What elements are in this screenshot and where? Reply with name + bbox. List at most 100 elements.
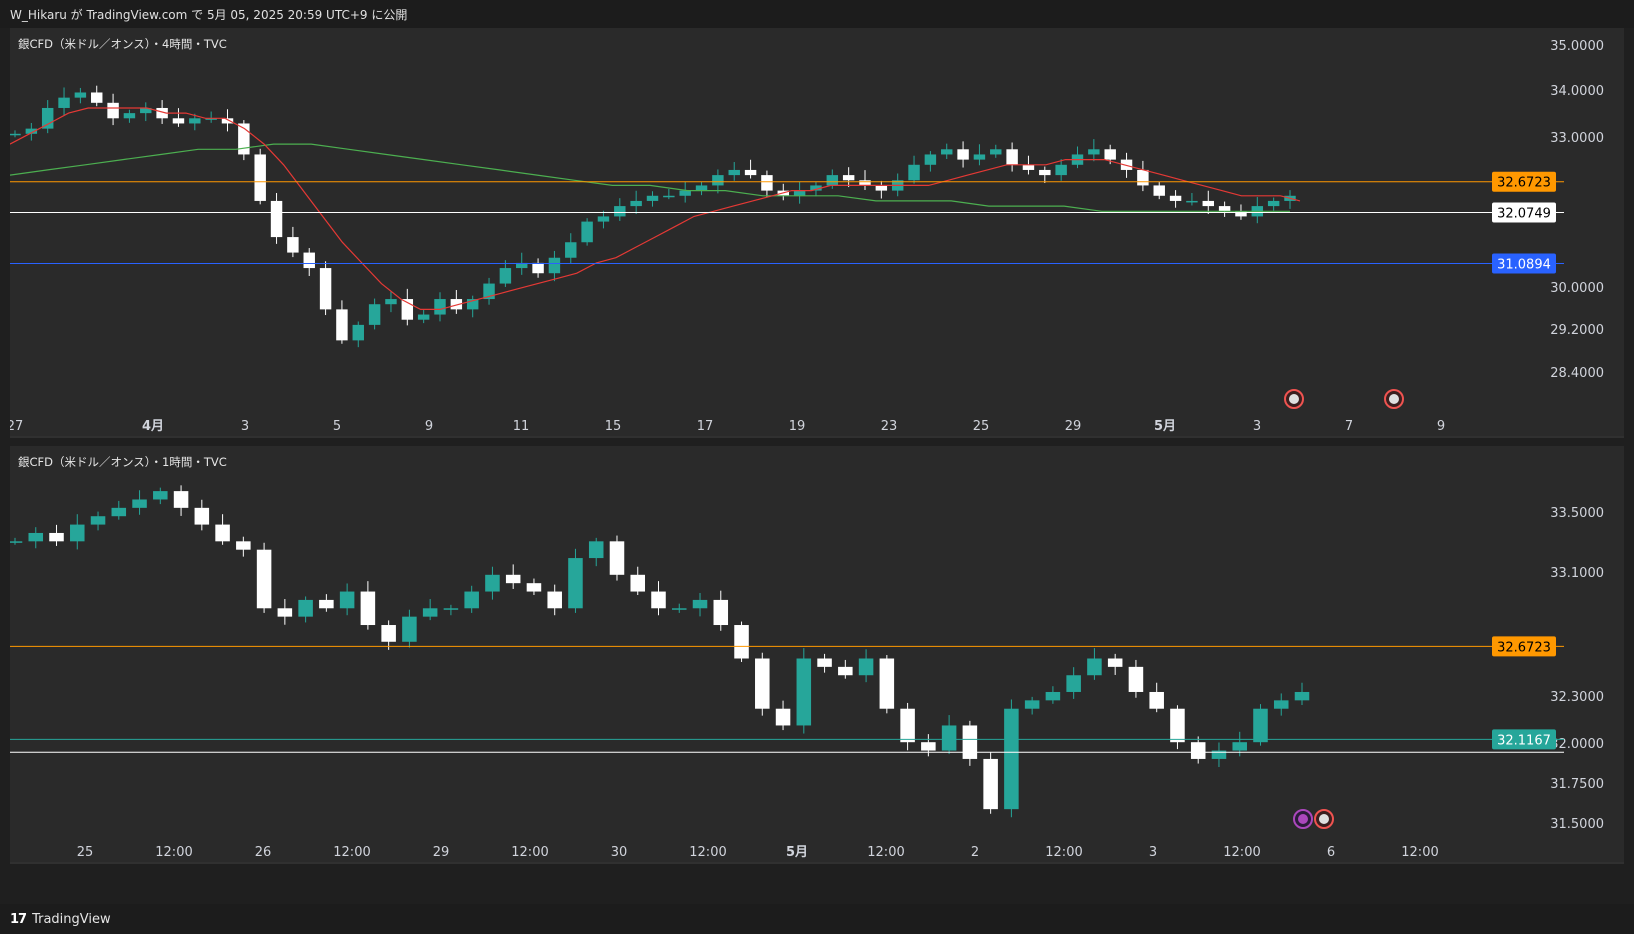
candle-body: [775, 708, 791, 726]
candle-body: [1253, 708, 1268, 743]
candle-body: [755, 658, 770, 709]
candle-body: [1039, 169, 1051, 176]
candle-body: [483, 283, 495, 300]
price-badge: [1492, 171, 1556, 192]
candle-body: [485, 574, 500, 592]
price-badge: [1492, 253, 1556, 274]
candle-body: [817, 658, 832, 667]
candle-body: [1137, 169, 1149, 186]
candle-body: [111, 507, 127, 517]
y-tick-label: 33.1000: [1550, 566, 1604, 581]
chart-canvas-4h[interactable]: 35.0000 34.0000 33.0000 30.0000 29.2000 28.40…: [10, 28, 1624, 438]
candle-body: [417, 314, 430, 320]
candle-body: [1218, 206, 1231, 212]
candle-body: [385, 299, 397, 305]
chart-pane-4h[interactable]: 35.0000 34.0000 33.0000 30.0000 29.2000 28.40…: [10, 28, 1624, 438]
candle-body: [1022, 164, 1035, 170]
x-tick-label: 12:00: [867, 845, 904, 860]
candle-body: [712, 175, 724, 186]
x-tick-label: 29: [433, 845, 450, 860]
candle-body: [646, 195, 659, 201]
candle-body: [352, 324, 364, 341]
candle-body: [679, 190, 691, 196]
price-badge-label: 32.6723: [1497, 640, 1551, 655]
candle-body: [49, 532, 64, 542]
candle-body: [548, 257, 561, 274]
x-tick-label: 12:00: [511, 845, 548, 860]
x-tick-label: 2: [971, 845, 979, 860]
candle-body: [28, 532, 44, 542]
candle-body: [107, 102, 119, 119]
x-tick-label: 15: [605, 419, 622, 434]
candle-body: [728, 169, 740, 176]
price-badge: [1492, 202, 1556, 223]
candle-body: [140, 107, 152, 114]
candle-body: [734, 625, 749, 659]
candle-body: [1055, 164, 1067, 176]
tradingview-logo-icon: 17: [10, 911, 27, 927]
candle-body: [132, 499, 147, 508]
candle-body: [189, 118, 201, 124]
candle-body: [908, 164, 920, 181]
candle-body: [1211, 750, 1227, 759]
x-tick-label: 23: [881, 419, 898, 434]
x-tick-label: 29: [1065, 419, 1082, 434]
candle-body: [1202, 200, 1214, 207]
candle-body: [172, 118, 185, 124]
candle-body: [58, 97, 70, 108]
candle-body: [194, 507, 210, 525]
candle-body: [1128, 666, 1144, 692]
x-tick-label: 5月: [786, 845, 808, 860]
chart-title-4h: 銀CFD（米ドル／オンス）・4時間・TVC: [18, 37, 227, 51]
x-tick-label: 27: [10, 419, 23, 434]
candle-body: [1107, 658, 1123, 667]
candle-body: [1087, 658, 1102, 676]
y-tick-label: 30.0000: [1550, 281, 1604, 296]
x-tick-label: 12:00: [1045, 845, 1082, 860]
y-tick-label: 32.0000: [1550, 737, 1604, 752]
candle-body: [236, 541, 251, 550]
candle-body: [238, 123, 250, 155]
candle-body: [1104, 149, 1116, 160]
candle-body: [41, 107, 54, 129]
candle-body: [516, 262, 528, 269]
footer-brand: 17 TradingView: [0, 904, 1634, 934]
price-badge: [1492, 636, 1556, 657]
x-tick-label: 3: [1149, 845, 1157, 860]
candle-body: [973, 154, 986, 160]
x-tick-label: 25: [77, 845, 94, 860]
candle-body: [879, 658, 895, 709]
candle-body: [10, 541, 23, 543]
candle-body: [957, 149, 969, 160]
x-tick-label: 17: [697, 419, 714, 434]
candle-body: [277, 608, 293, 617]
candle-body: [499, 268, 512, 284]
candle-body: [983, 758, 998, 810]
chart-canvas-1h[interactable]: 33.5000 33.1000 32.3000 32.0000 31.7500 31.50…: [10, 446, 1624, 864]
candle-body: [565, 242, 577, 258]
x-tick-label: 12:00: [333, 845, 370, 860]
price-badge-label: 32.0749: [1497, 207, 1551, 222]
x-tick-label: 5: [333, 419, 341, 434]
candle-body: [826, 175, 839, 186]
candle-body: [838, 666, 853, 676]
publish-info: W_Hikaru が TradingView.com で 5月 05, 2025…: [10, 7, 408, 22]
candle-body: [1088, 149, 1100, 155]
x-tick-label: 26: [255, 845, 272, 860]
candle-body: [91, 92, 103, 103]
candle-body: [1170, 708, 1185, 743]
candle-body: [1045, 691, 1061, 701]
candle-body: [422, 608, 438, 617]
candle-body: [744, 169, 757, 176]
price-badge-label: 32.6723: [1497, 176, 1551, 191]
candle-body: [298, 599, 313, 617]
candle-body: [858, 658, 874, 676]
x-tick-label: 25: [973, 419, 990, 434]
candle-body: [568, 558, 583, 609]
candle-body: [402, 616, 417, 642]
candle-body: [173, 491, 189, 508]
candle-body: [526, 583, 542, 592]
candle-body: [1149, 691, 1164, 709]
chart-pane-1h[interactable]: 33.5000 33.1000 32.3000 32.0000 31.7500 31.50…: [10, 446, 1624, 864]
candle-body: [464, 591, 479, 609]
